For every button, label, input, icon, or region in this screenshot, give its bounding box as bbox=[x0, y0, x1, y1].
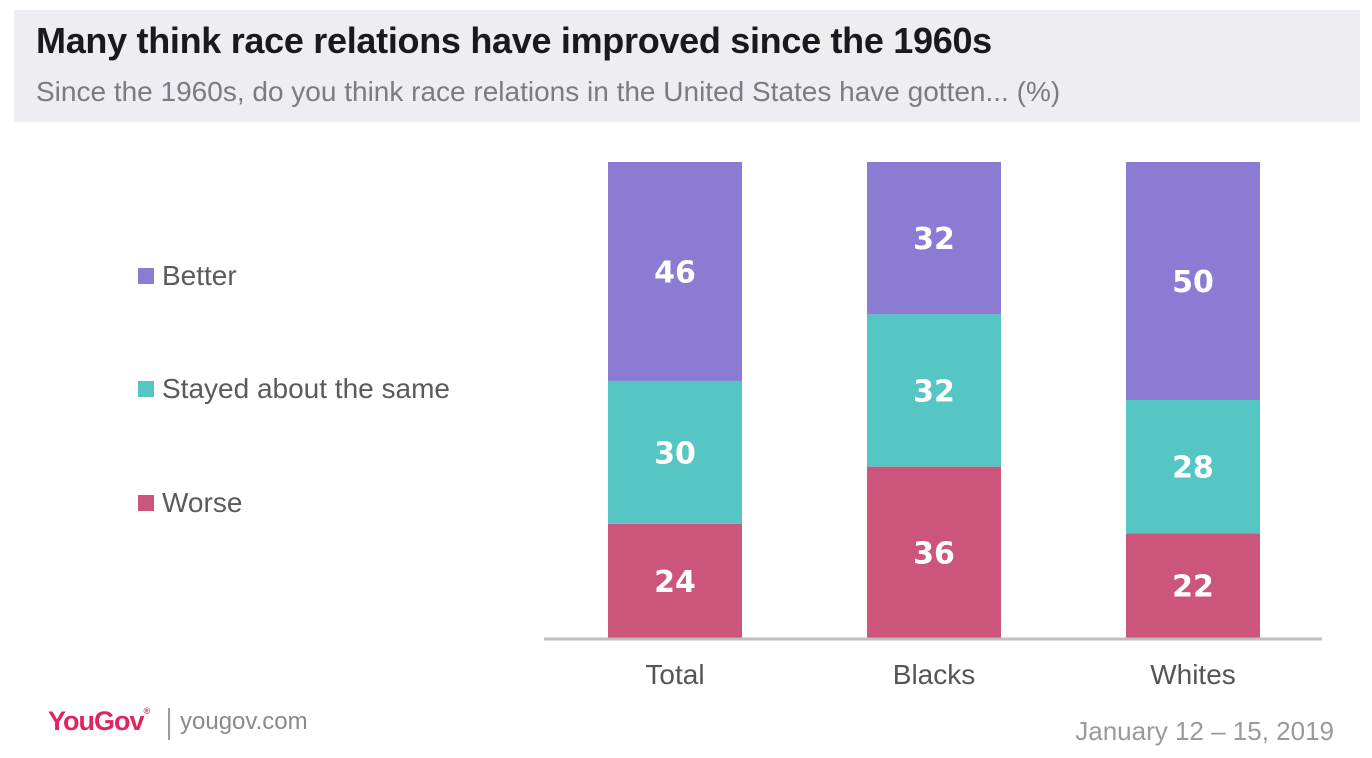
bar-whites-stayed-about-the-same bbox=[1126, 400, 1260, 534]
legend-item-better: Better bbox=[138, 260, 237, 292]
data-label-whites-stayed-about-the-same: 28 bbox=[1172, 451, 1214, 486]
legend-label-worse: Worse bbox=[162, 487, 243, 518]
bar-whites-better bbox=[1126, 162, 1260, 400]
x-tick-label-blacks: Blacks bbox=[893, 659, 975, 690]
data-label-total-stayed-about-the-same: 30 bbox=[654, 436, 696, 471]
data-label-blacks-worse: 36 bbox=[913, 536, 955, 571]
chart-title: Many think race relations have improved … bbox=[36, 20, 992, 61]
data-label-whites-worse: 22 bbox=[1172, 570, 1214, 605]
data-label-total-better: 46 bbox=[654, 255, 696, 290]
bar-total-worse bbox=[608, 523, 742, 638]
footer-site: yougov.com bbox=[180, 708, 308, 735]
bar-total-stayed-about-the-same bbox=[608, 380, 742, 524]
bar-total-better bbox=[608, 162, 742, 381]
legend-swatch-better bbox=[138, 268, 154, 284]
legend-label-same: Stayed about the same bbox=[162, 373, 450, 404]
bar-blacks-worse bbox=[867, 466, 1001, 638]
legend-swatch-same bbox=[138, 381, 154, 397]
legend-swatch-worse bbox=[138, 495, 154, 511]
survey-date: January 12 – 15, 2019 bbox=[1075, 716, 1334, 746]
chart-subtitle: Since the 1960s, do you think race relat… bbox=[36, 76, 1061, 107]
yougov-logo: YouGov® bbox=[48, 706, 150, 736]
footer-divider bbox=[168, 708, 170, 740]
legend-item-same: Stayed about the same bbox=[138, 373, 450, 405]
legend-label-better: Better bbox=[162, 260, 237, 291]
data-label-total-worse: 24 bbox=[654, 565, 696, 600]
data-label-blacks-stayed-about-the-same: 32 bbox=[913, 374, 955, 409]
x-tick-label-total: Total bbox=[645, 659, 704, 690]
data-label-blacks-better: 32 bbox=[913, 222, 955, 257]
bar-blacks-better bbox=[867, 162, 1001, 315]
data-label-whites-better: 50 bbox=[1172, 265, 1214, 300]
header-banner: Many think race relations have improved … bbox=[14, 10, 1360, 122]
bar-whites-worse bbox=[1126, 533, 1260, 638]
x-tick-label-whites: Whites bbox=[1150, 659, 1236, 690]
bar-blacks-stayed-about-the-same bbox=[867, 314, 1001, 467]
legend-item-worse: Worse bbox=[138, 487, 242, 519]
